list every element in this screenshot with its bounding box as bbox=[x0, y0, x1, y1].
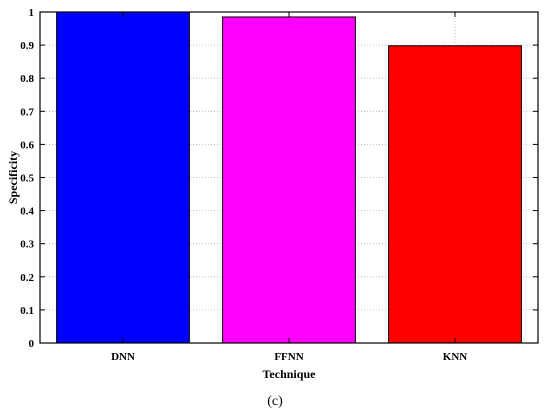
y-axis-ticks: 0 0.1 0.2 0.3 0.4 0.5 0.6 0.7 0.8 0.9 1 bbox=[20, 7, 538, 350]
x-tick-label: DNN bbox=[111, 351, 135, 363]
y-tick-label: 0.4 bbox=[20, 206, 34, 218]
bar-dnn bbox=[56, 11, 190, 344]
bar-knn bbox=[388, 45, 522, 344]
bar-ffnn bbox=[222, 16, 356, 344]
bars bbox=[56, 11, 522, 344]
x-tick-label: KNN bbox=[443, 351, 468, 363]
panel-label: (c) bbox=[267, 394, 283, 409]
x-axis-title: Technique bbox=[263, 367, 317, 381]
x-tick-label: FFNN bbox=[274, 351, 303, 363]
y-tick-label: 0.9 bbox=[20, 40, 34, 52]
y-tick-label: 0.5 bbox=[20, 173, 34, 185]
y-tick-label: 0.8 bbox=[20, 73, 34, 85]
y-tick-label: 0 bbox=[29, 338, 35, 350]
y-tick-label: 0.3 bbox=[20, 239, 34, 251]
y-tick-label: 0.7 bbox=[20, 106, 34, 118]
x-axis-ticks: DNN FFNN KNN bbox=[111, 12, 467, 363]
y-axis-title: Specificity bbox=[6, 151, 20, 204]
y-tick-label: 0.2 bbox=[20, 272, 34, 284]
y-tick-label: 0.6 bbox=[20, 139, 34, 151]
y-tick-label: 1 bbox=[29, 7, 35, 19]
y-tick-label: 0.1 bbox=[20, 305, 34, 317]
